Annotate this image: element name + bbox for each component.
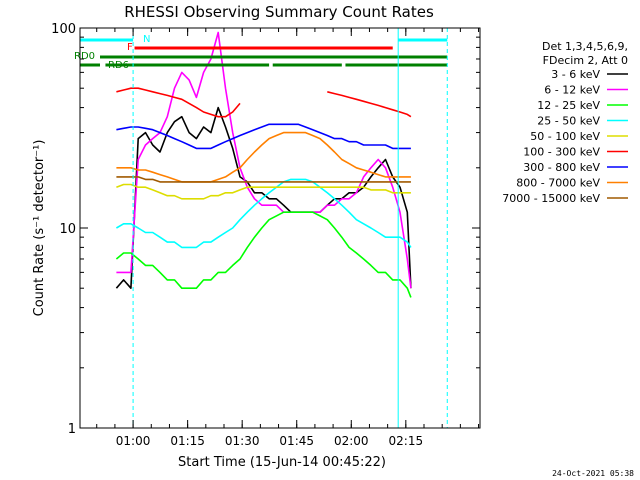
y-axis-label: Count Rate (s⁻¹ detector⁻¹) [32,140,47,317]
legend-label-6: 100 - 300 keV [523,146,600,159]
legend-label-8: 800 - 7000 keV [516,177,600,190]
legend-label-3: 12 - 25 keV [537,99,600,112]
y-tick-label-3: 100 [51,22,76,37]
legend-header-line-1: Det 1,3,4,5,6,9, [542,40,628,53]
series-line-5 [116,183,411,200]
legend-label-9: 7000 - 15000 keV [502,192,600,205]
y-tick-label-1: 1 [68,422,76,437]
status-bar-label-rd6: RD6 [108,60,129,71]
series-line-8 [116,131,411,183]
legend-label-1: 3 - 6 keV [551,68,600,81]
generated-timestamp: 24-Oct-2021 05:38 [552,469,634,478]
chart-title: RHESSI Observing Summary Count Rates [124,3,434,21]
legend-label-4: 25 - 50 keV [537,115,600,128]
series-line-2 [116,31,412,289]
status-bar-label-n: N [143,34,150,45]
series-line-4 [115,178,412,249]
status-bar-label-f: F [127,42,133,53]
legend: Det 1,3,4,5,6,9, FDecim 2, Att 0 3 - 6 k… [502,40,628,205]
y-tick-label-2: 10 [59,222,76,237]
legend-label-5: 50 - 100 keV [530,130,600,143]
x-tick-label-1: 01:00 [116,434,151,448]
x-axis: 01:00 01:15 01:30 01:45 02:00 02:15 [96,28,480,448]
x-tick-label-2: 01:15 [170,434,205,448]
legend-header-line-2: FDecim 2, Att 0 [543,54,628,67]
status-bars: NF RD0 RD6 [74,34,448,71]
x-tick-label-3: 01:30 [225,434,260,448]
series-layer [115,31,412,298]
status-bar-label-rd0: RD0 [74,51,95,62]
legend-label-2: 6 - 12 keV [544,84,600,97]
y-axis: 1 10 100 [51,22,480,437]
legend-label-7: 300 - 800 keV [523,161,600,174]
series-line-9 [116,176,411,183]
series-line-6 [116,87,412,118]
x-tick-label-5: 02:00 [334,434,369,448]
x-tick-label-4: 01:45 [279,434,314,448]
x-axis-label: Start Time (15-Jun-14 00:45:22) [178,455,386,470]
series-line-3 [115,211,412,298]
series-line-7 [116,123,411,150]
x-tick-label-6: 02:15 [389,434,424,448]
